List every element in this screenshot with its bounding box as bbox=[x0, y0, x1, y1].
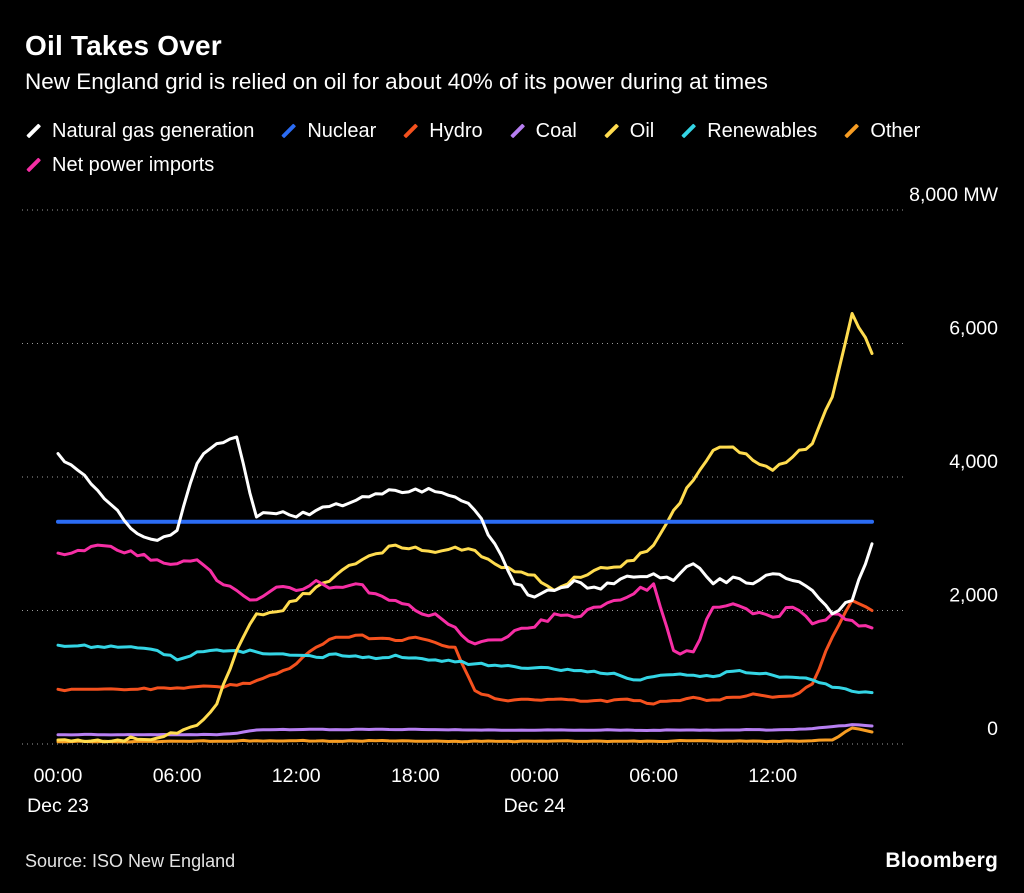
bloomberg-logo: Bloomberg bbox=[885, 849, 998, 872]
y-axis-label: 0 bbox=[987, 718, 998, 740]
legend-label: Oil bbox=[629, 119, 655, 142]
series-line-coal bbox=[56, 723, 874, 737]
x-axis-label: 00:00 bbox=[510, 765, 559, 787]
x-axis-label: 00:00 bbox=[34, 765, 83, 787]
legend-item-other: Other bbox=[843, 118, 920, 144]
x-axis-label: 06:00 bbox=[153, 765, 202, 787]
y-axis-label: 8,000 MW bbox=[909, 184, 998, 206]
x-axis-date-label: Dec 23 bbox=[27, 795, 89, 817]
legend-item-hydro: Hydro bbox=[402, 118, 483, 144]
legend-label: Nuclear bbox=[307, 119, 377, 142]
series-line-net-power-imports bbox=[56, 543, 874, 656]
y-axis-label: 4,000 bbox=[949, 451, 998, 473]
legend-item-net-power-imports: Net power imports bbox=[25, 152, 214, 178]
chart-title: Oil Takes Over bbox=[25, 30, 222, 61]
legend-item-nuclear: Nuclear bbox=[280, 118, 376, 144]
x-axis-date-label: Dec 24 bbox=[504, 795, 566, 817]
x-axis-label: 06:00 bbox=[629, 765, 678, 787]
x-axis-label: 18:00 bbox=[391, 765, 440, 787]
legend-item-oil: Oil bbox=[603, 118, 654, 144]
x-axis-label: 12:00 bbox=[748, 765, 797, 787]
legend-label: Natural gas generation bbox=[52, 119, 255, 142]
legend: Natural gas generation Nuclear Hydro Coal Oi… bbox=[25, 118, 980, 178]
legend-label: Hydro bbox=[429, 119, 483, 142]
series-line-hydro bbox=[56, 599, 874, 706]
x-axis-label: 12:00 bbox=[272, 765, 321, 787]
series-line-other bbox=[56, 726, 874, 744]
legend-item-renewables: Renewables bbox=[680, 118, 817, 144]
legend-label: Net power imports bbox=[52, 153, 215, 176]
legend-label: Coal bbox=[535, 119, 577, 142]
legend-item-natural-gas-generation: Natural gas generation bbox=[25, 118, 254, 144]
series-line-oil bbox=[56, 312, 874, 744]
legend-label: Other bbox=[870, 119, 921, 142]
legend-label: Renewables bbox=[707, 119, 818, 142]
series-line-renewables bbox=[56, 643, 874, 695]
source-note: Source: ISO New England bbox=[25, 851, 236, 871]
y-axis-label: 2,000 bbox=[949, 585, 998, 607]
chart-subtitle: New England grid is relied on oil for ab… bbox=[25, 69, 768, 94]
legend-item-coal: Coal bbox=[509, 118, 577, 144]
y-axis-label: 6,000 bbox=[949, 318, 998, 340]
series-line-natural-gas-generation bbox=[56, 435, 874, 616]
